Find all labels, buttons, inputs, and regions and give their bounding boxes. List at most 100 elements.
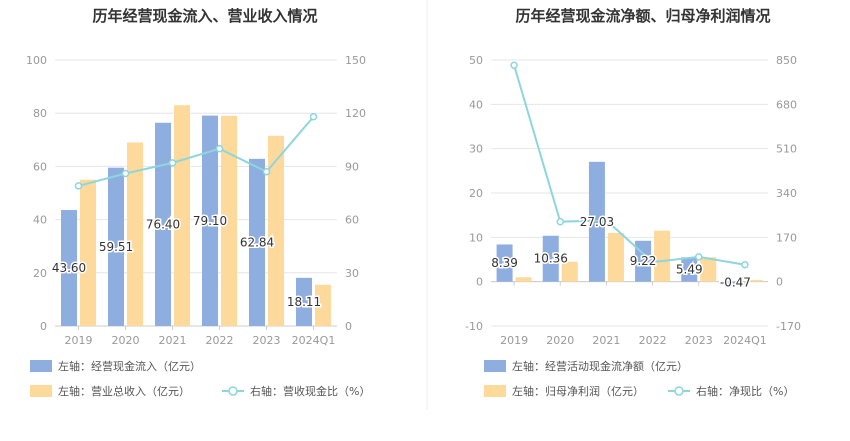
- chart-2: -10 0 10 20 30 40 50 -170 0 170 340 510 680 850 2019 20…: [465, 54, 801, 398]
- chart-2-line-point: [695, 253, 703, 261]
- chart-1-data-label: 18.11: [287, 295, 321, 309]
- chart-1-line-point: [74, 182, 83, 190]
- chart-1-bar-b: [174, 105, 190, 326]
- chart-2-left-tick-label: 40: [469, 98, 483, 111]
- chart-1-bar-a: [249, 158, 265, 326]
- chart-2-x-tick-label: 2019: [500, 334, 528, 347]
- chart-2-right-tick-label: 680: [776, 98, 797, 111]
- chart-1-title: 历年经营现金流入、营业收入情况: [92, 7, 317, 25]
- chart-1: 0 20 40 60 80 100 0 30 60 90 120 150 2019 2020 2021 202…: [26, 54, 370, 398]
- chart-1-line-point: [121, 169, 130, 178]
- chart-1-x-tick-label: 2023: [253, 334, 281, 347]
- chart-2-data-label: 27.03: [580, 215, 614, 229]
- chart-2-bar-b: [607, 232, 624, 282]
- chart-2-legend-label: 左轴：经营活动现金流净额（亿元）: [512, 359, 688, 373]
- chart-1-line-point: [168, 159, 177, 167]
- chart-1-data-label: 43.60: [52, 261, 86, 275]
- chart-1-x-tick-label: 2021: [159, 334, 187, 347]
- chart-1-x-tick-label: 2020: [112, 334, 140, 347]
- chart-2-data-label: 8.39: [491, 256, 518, 270]
- chart-2-line-point: [510, 61, 518, 69]
- chart-1-line-point: [262, 167, 271, 176]
- chart-2-x-tick-label: 2021: [592, 334, 620, 347]
- chart-1-bar-a: [296, 277, 312, 326]
- chart-1-right-tick-label: 120: [345, 107, 366, 120]
- chart-2-right-tick-label: 0: [776, 276, 783, 289]
- chart-1-line-point: [215, 144, 224, 153]
- chart-2-title: 历年经营现金流净额、归母净利润情况: [515, 7, 770, 25]
- chart-1-left-tick-label: 80: [33, 107, 47, 120]
- chart-2-bar-a: [727, 281, 744, 284]
- chart-1-bar-a: [155, 122, 171, 326]
- chart-2-data-label: -0.47: [720, 276, 751, 290]
- chart-1-left-tick-label: 60: [33, 160, 47, 173]
- chart-2-right-tick-label: 850: [776, 54, 797, 67]
- chart-2-left-tick-label: 50: [469, 54, 483, 67]
- chart-1-left-tick-label: 20: [33, 267, 47, 280]
- chart-1-line-point: [309, 112, 318, 121]
- chart-2-data-label: 5.49: [676, 262, 703, 276]
- chart-2-left-tick-label: 10: [469, 231, 483, 244]
- chart-1-data-label: 79.10: [193, 214, 227, 228]
- chart-1-bar-a: [61, 210, 77, 326]
- chart-2-right-tick-label: 510: [776, 143, 797, 156]
- chart-2-x-tick-label: 2020: [546, 334, 574, 347]
- chart-1-bar-b: [268, 135, 284, 326]
- chart-1-legend-swatch: [30, 360, 52, 372]
- chart-1-bar-b: [315, 284, 331, 326]
- chart-2-left-tick-label: -10: [465, 320, 483, 333]
- chart-1-left-tick-label: 40: [33, 214, 47, 227]
- chart-1-legend-label: 左轴：营业总收入（亿元）: [58, 384, 190, 398]
- chart-2-bar-b: [700, 257, 717, 282]
- chart-1-bar-b: [221, 115, 237, 326]
- chart-1-x-tick-label: 2019: [65, 334, 93, 347]
- chart-2-left-tick-label: 0: [476, 276, 483, 289]
- chart-1-legend-swatch: [30, 385, 52, 397]
- chart-1-bar-a: [202, 115, 218, 327]
- chart-2-x-tick-label: 2022: [639, 334, 667, 347]
- chart-2-bar-a: [496, 244, 513, 282]
- chart-2-left-tick-label: 30: [469, 143, 483, 156]
- chart-2-line-point: [602, 216, 611, 225]
- chart-1-bar-b: [80, 179, 96, 326]
- chart-1-bar-a: [108, 167, 124, 326]
- chart-1-legend-label: 右轴：营收现金比（%）: [250, 384, 370, 398]
- chart-1-right-tick-label: 0: [345, 320, 352, 333]
- chart-2-left-tick-label: 20: [469, 187, 483, 200]
- chart-2-line-point: [741, 260, 749, 269]
- chart-2-bar-a: [542, 235, 559, 282]
- chart-2-bar-b: [746, 279, 763, 282]
- chart-1-data-label: 62.84: [240, 235, 274, 249]
- chart-1-bar-b: [127, 142, 143, 326]
- chart-2-line-point: [648, 258, 657, 266]
- chart-1-right-tick-label: 30: [345, 267, 359, 280]
- chart-2-bar-a: [681, 257, 698, 282]
- chart-2-bar-b: [515, 277, 532, 282]
- chart-1-right-tick-label: 90: [345, 160, 359, 173]
- chart-2-line-point: [556, 217, 564, 226]
- chart-1-line-series: [78, 116, 315, 187]
- chart-2-right-tick-label: 340: [776, 187, 797, 200]
- chart-1-right-tick-label: 60: [345, 214, 359, 227]
- chart-2-legend-marker: [674, 386, 684, 396]
- chart-2-data-label: 10.36: [534, 252, 568, 266]
- chart-1-data-label: 76.40: [146, 217, 180, 231]
- chart-2-right-tick-label: 170: [776, 231, 797, 244]
- chart-2-right-tick-label: -170: [776, 320, 801, 333]
- chart-2-legend-swatch: [484, 385, 506, 397]
- chart-1-right-tick-label: 150: [345, 54, 366, 67]
- chart-1-legend-label: 左轴：经营现金流入（亿元）: [58, 359, 201, 373]
- chart-1-x-tick-label: 2022: [206, 334, 234, 347]
- chart-2-x-tick-label: 2024Q1: [723, 334, 767, 347]
- chart-2-x-tick-label: 2023: [685, 334, 713, 347]
- chart-1-x-tick-label: 2024Q1: [292, 334, 336, 347]
- chart-2-legend-label: 右轴：净现比（%）: [696, 384, 794, 398]
- chart-1-left-tick-label: 100: [26, 54, 47, 67]
- chart-1-left-tick-label: 0: [40, 320, 47, 333]
- chart-2-legend-swatch: [484, 360, 506, 372]
- chart-2-bar-b: [561, 261, 578, 282]
- chart-2-legend-label: 左轴：归母净利润（亿元）: [512, 384, 644, 398]
- chart-2-bar-a: [588, 161, 605, 282]
- chart-2-data-label: 9.22: [630, 254, 657, 268]
